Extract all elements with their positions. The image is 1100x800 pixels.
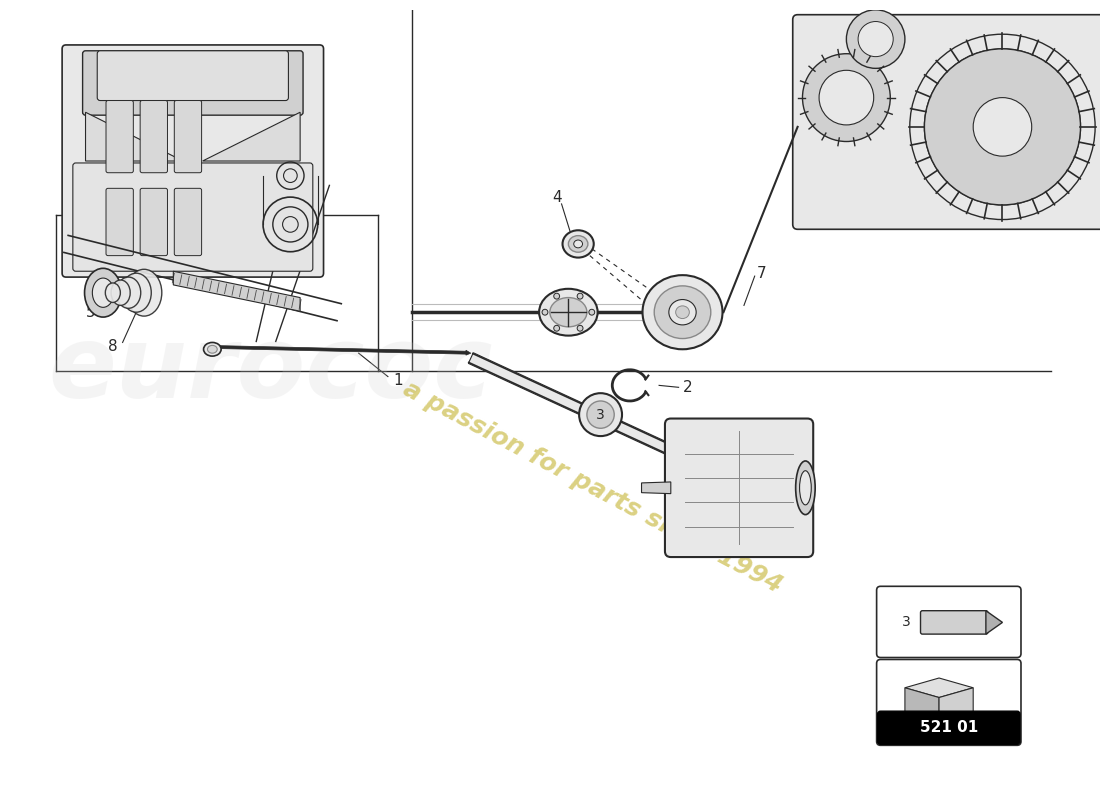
Ellipse shape — [121, 273, 152, 312]
FancyBboxPatch shape — [106, 101, 133, 173]
Ellipse shape — [675, 306, 690, 318]
FancyBboxPatch shape — [62, 45, 323, 277]
Polygon shape — [905, 678, 974, 698]
FancyBboxPatch shape — [174, 101, 201, 173]
FancyBboxPatch shape — [97, 50, 288, 101]
Circle shape — [846, 10, 905, 68]
Circle shape — [974, 98, 1032, 156]
Ellipse shape — [204, 342, 221, 356]
FancyBboxPatch shape — [73, 163, 312, 271]
Ellipse shape — [669, 299, 696, 325]
Text: 7: 7 — [757, 266, 767, 281]
FancyBboxPatch shape — [793, 14, 1100, 230]
Polygon shape — [905, 688, 939, 722]
Circle shape — [803, 54, 890, 142]
Text: 4: 4 — [552, 190, 561, 205]
Circle shape — [587, 401, 614, 428]
Ellipse shape — [106, 283, 120, 302]
Ellipse shape — [800, 470, 812, 505]
Polygon shape — [208, 346, 466, 354]
Ellipse shape — [795, 461, 815, 514]
FancyBboxPatch shape — [140, 188, 167, 256]
Text: 6: 6 — [795, 480, 805, 495]
FancyBboxPatch shape — [878, 711, 1020, 744]
Polygon shape — [202, 112, 300, 161]
FancyBboxPatch shape — [921, 610, 988, 634]
Polygon shape — [986, 610, 1002, 634]
Polygon shape — [469, 353, 713, 474]
FancyBboxPatch shape — [140, 101, 167, 173]
Text: a passion for parts since 1994: a passion for parts since 1994 — [399, 378, 786, 598]
FancyBboxPatch shape — [174, 188, 201, 256]
Circle shape — [579, 393, 621, 436]
Text: 3: 3 — [596, 408, 605, 422]
Text: 8: 8 — [108, 339, 118, 354]
Ellipse shape — [85, 268, 122, 317]
Polygon shape — [466, 350, 471, 355]
Ellipse shape — [562, 230, 594, 258]
FancyBboxPatch shape — [877, 586, 1021, 658]
FancyBboxPatch shape — [877, 659, 1021, 746]
Text: 521 01: 521 01 — [920, 720, 978, 735]
Ellipse shape — [126, 270, 162, 316]
FancyBboxPatch shape — [106, 188, 133, 256]
Ellipse shape — [569, 236, 587, 252]
Text: 2: 2 — [682, 380, 692, 395]
Ellipse shape — [92, 278, 113, 307]
Circle shape — [588, 310, 595, 315]
Circle shape — [553, 326, 560, 331]
Text: 1: 1 — [393, 373, 403, 388]
Ellipse shape — [574, 240, 583, 248]
Ellipse shape — [539, 289, 597, 336]
FancyBboxPatch shape — [82, 50, 304, 115]
Polygon shape — [939, 688, 974, 722]
FancyBboxPatch shape — [664, 418, 813, 557]
Text: eurococ: eurococ — [48, 322, 493, 419]
Circle shape — [924, 49, 1080, 205]
Polygon shape — [641, 482, 671, 494]
Ellipse shape — [550, 298, 587, 327]
Ellipse shape — [654, 286, 711, 338]
Circle shape — [578, 326, 583, 331]
Text: 5: 5 — [86, 305, 96, 320]
Circle shape — [542, 310, 548, 315]
Ellipse shape — [111, 280, 130, 306]
Circle shape — [578, 294, 583, 299]
Polygon shape — [174, 271, 300, 311]
Circle shape — [858, 22, 893, 57]
Polygon shape — [86, 112, 183, 161]
Ellipse shape — [208, 346, 217, 353]
Text: 3: 3 — [902, 615, 911, 630]
Ellipse shape — [117, 277, 141, 308]
Ellipse shape — [642, 275, 723, 350]
Circle shape — [820, 70, 873, 125]
Circle shape — [553, 294, 560, 299]
